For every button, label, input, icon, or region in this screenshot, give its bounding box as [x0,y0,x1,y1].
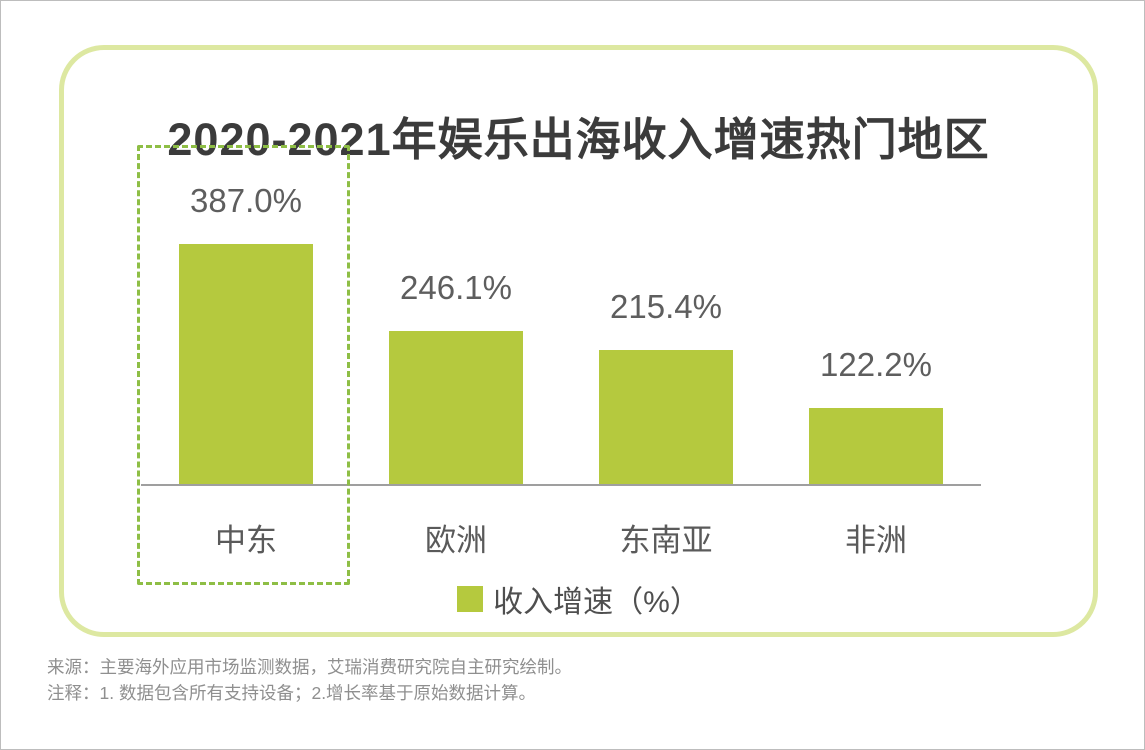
bar-value-label: 246.1% [400,269,512,306]
chart-title: 2020-2021年娱乐出海收入增速热门地区 [167,114,990,166]
source-note: 来源：主要海外应用市场监测数据，艾瑞消费研究院自主研究绘制。 [47,657,572,677]
category-label-欧洲: 欧洲 [425,523,487,558]
bar-column-1: 387.0% [141,151,351,484]
bar-column-3: 215.4% [561,151,771,484]
chart-legend: 收入增速（%） [59,577,1098,621]
bar-中东 [179,244,313,484]
bar-欧洲 [389,331,523,484]
bar-value-label: 122.2% [820,346,932,383]
category-label-东南亚: 东南亚 [619,523,713,558]
bar-column-4: 122.2% [771,151,981,484]
category-labels-row: 中东 欧洲 东南亚 非洲 [141,515,981,560]
legend-label: 收入增速（%） [493,586,700,619]
chart-footer: 来源：主要海外应用市场监测数据，艾瑞消费研究院自主研究绘制。 注释：1. 数据包… [47,654,572,706]
bar-value-label: 215.4% [610,288,722,325]
bar-column-2: 246.1% [351,151,561,484]
annotation-note: 注释：1. 数据包含所有支持设备；2.增长率基于原始数据计算。 [47,683,537,703]
bar-value-label: 387.0% [190,182,302,219]
bar-非洲 [809,408,943,484]
legend-swatch-icon [457,586,484,612]
category-label-中东: 中东 [215,523,277,558]
category-label-非洲: 非洲 [845,523,907,558]
bar-东南亚 [599,350,733,484]
bars-area: 387.0% 246.1% 215.4% 122.2% [141,151,981,484]
x-axis-baseline [141,484,981,486]
